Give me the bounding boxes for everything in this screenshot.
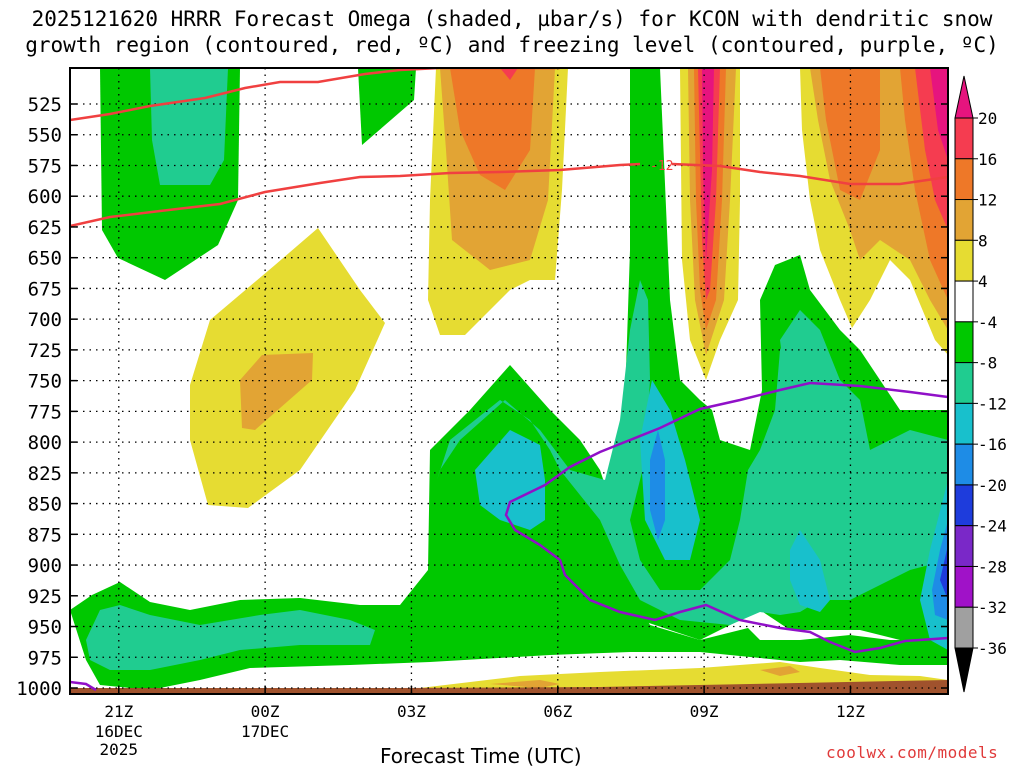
omega-shading-layer [70,68,948,694]
y-tick-label: 600 [28,186,62,208]
y-tick-label: 700 [28,309,62,331]
grid-lines [70,68,948,694]
omega-region-orange [240,353,313,430]
omega-region-cyan [475,430,545,530]
y-tick-label: 625 [28,217,62,239]
dgz-contour-lower [70,162,641,228]
colorbar-label: 16 [978,150,997,169]
dgz-contour-upper [70,68,560,122]
x-tick-label: 09Z [690,702,719,721]
colorbar-bin [954,362,974,404]
colorbar-bin [954,239,974,282]
omega-region-teal [780,310,815,450]
colorbar-bin [954,484,974,527]
y-tick-label: 875 [28,524,62,546]
colorbar-label: 8 [978,231,988,250]
colorbar-label: -4 [978,313,997,332]
x-axis-title: Forecast Time (UTC) [380,744,582,768]
colorbar-bin [954,199,974,241]
colorbar-bin [954,321,974,364]
colorbar-label: -36 [978,639,1007,658]
y-tick-label: 950 [28,617,62,639]
y-tick-label: 725 [28,340,62,362]
y-tick-label: 650 [28,248,62,270]
colorbar-label: 4 [978,272,988,291]
colorbar-bin [954,443,974,486]
omega-region-darkblue [940,545,948,600]
chart-title-line-1: 2025121620 HRRR Forecast Omega (shaded, … [31,7,993,31]
x-tick-date: 17DEC [241,722,289,741]
chart-title-line-2: growth region (contoured, red, ºC) and f… [25,33,999,57]
colorbar-label: -28 [978,557,1007,576]
omega-region-orange2 [490,680,560,688]
omega-region-teal [437,280,948,625]
colorbar-label: -20 [978,476,1007,495]
y-axis: 525 550 575 600 625 650 675 700 725 750 775 800 825 8… [16,94,948,700]
omega-region-magenta [702,68,714,260]
colorbar-label: -32 [978,598,1007,617]
y-tick-label: 900 [28,555,62,577]
omega-region-orange2 [760,666,800,676]
colorbar-label: -16 [978,435,1007,454]
colorbar-bin [954,280,974,323]
x-tick-year: 2025 [100,740,139,759]
omega-region-cyan [790,530,830,612]
colorbar-bin [954,606,974,649]
y-tick-label: 550 [28,125,62,147]
credit-link[interactable]: coolwx.com/models [826,743,999,762]
omega-region-magenta [930,68,948,160]
colorbar-bin [954,402,974,445]
x-tick-date: 16DEC [95,722,143,741]
y-tick-label: 975 [28,647,62,669]
y-tick-label: 675 [28,278,62,300]
omega-region-red [500,68,518,80]
omega-region-teal [86,605,375,670]
colorbar: 20 16 12 8 4 -4 -8 -12 -16 -20 -24 -28 -32 -36 [954,75,1007,693]
x-tick-label: 21Z [104,702,133,721]
y-tick-label: 525 [28,94,62,116]
colorbar-bin [954,158,974,201]
y-tick-label: 800 [28,432,62,454]
colorbar-bin [954,565,974,608]
y-tick-label: 575 [28,155,62,177]
x-tick-label: 03Z [397,702,426,721]
y-tick-label: 850 [28,494,62,516]
dgz-contours: -12 [70,68,948,228]
omega-region-green [70,365,948,690]
freezing-level-line [504,381,948,654]
colorbar-label: 12 [978,191,997,210]
freezing-level-contours [70,381,948,692]
omega-region-blue [650,430,665,540]
colorbar-bottom-arrow [954,647,974,693]
terrain-ground [70,680,948,694]
y-tick-label: 1000 [16,678,62,700]
y-tick-label: 750 [28,371,62,393]
y-tick-label: 825 [28,463,62,485]
colorbar-label: 20 [978,109,997,128]
colorbar-label: -8 [978,354,997,373]
x-tick-label: 12Z [836,702,865,721]
colorbar-top-arrow [954,75,974,119]
colorbar-label: -12 [978,394,1007,413]
dgz-contour-lower [671,162,948,186]
dgz-contour-label: -12 [650,159,673,174]
y-tick-label: 925 [28,586,62,608]
colorbar-bin [954,525,974,567]
freezing-level-line [70,680,97,692]
omega-region-orange [450,68,535,190]
omega-region-green [358,68,416,145]
omega-region-blue [932,520,948,620]
colorbar-bin [954,117,974,160]
x-tick-label: 06Z [543,702,572,721]
x-tick-label: 00Z [251,702,280,721]
y-tick-label: 775 [28,401,62,423]
omega-region-teal [150,68,228,185]
colorbar-label: -24 [978,517,1007,536]
